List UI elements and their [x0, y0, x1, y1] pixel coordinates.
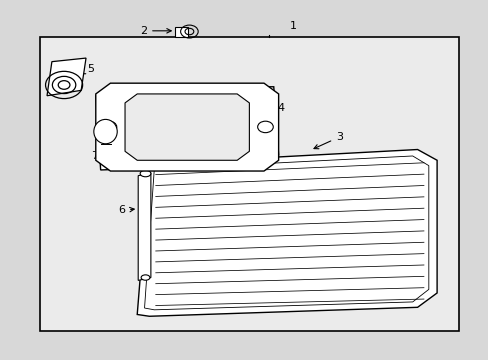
Polygon shape [96, 87, 278, 170]
Text: 3: 3 [313, 132, 343, 149]
Bar [174, 27, 188, 37]
Ellipse shape [94, 120, 117, 144]
Ellipse shape [140, 170, 151, 177]
Polygon shape [144, 156, 428, 310]
Text: 4: 4 [253, 103, 284, 116]
Ellipse shape [141, 275, 150, 280]
Text: 6: 6 [118, 206, 134, 216]
Polygon shape [138, 173, 151, 280]
Text: 1: 1 [289, 21, 296, 31]
Polygon shape [137, 149, 436, 316]
Polygon shape [125, 94, 249, 160]
Bar [40, 37, 458, 330]
Polygon shape [96, 83, 278, 171]
Text: 2: 2 [140, 26, 171, 36]
Text: 7: 7 [91, 144, 102, 161]
Text: 5: 5 [81, 64, 94, 74]
Polygon shape [47, 58, 86, 96]
